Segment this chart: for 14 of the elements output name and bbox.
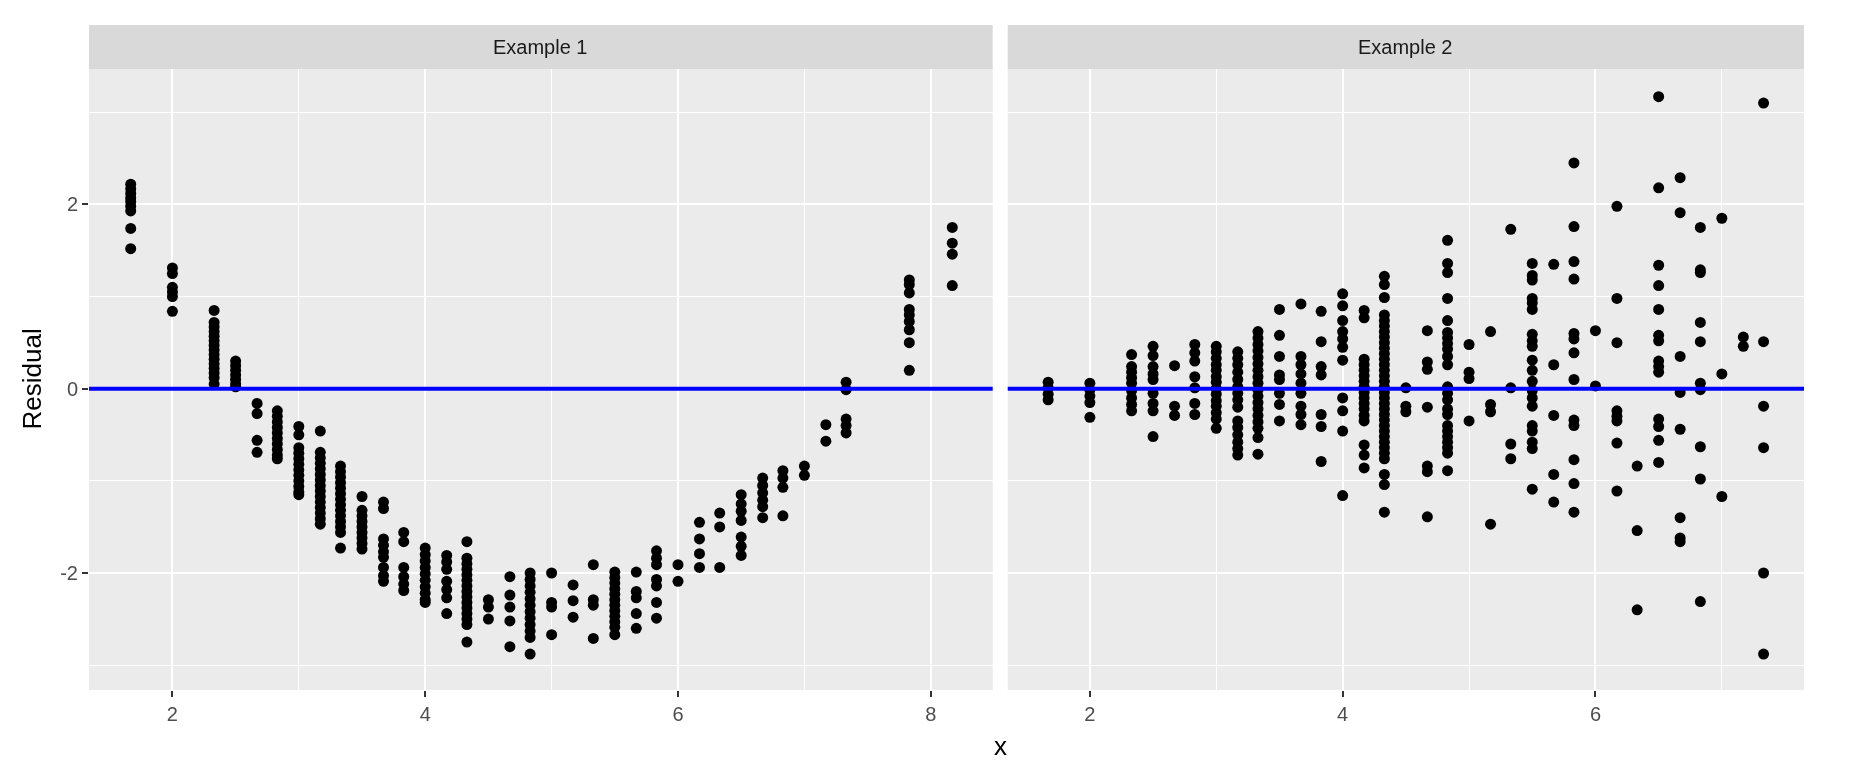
x-axis-title: x (994, 731, 1007, 761)
y-axis-title: Residual (16, 328, 47, 430)
y-tick-label: -2 (60, 561, 78, 584)
x-tick-label: 6 (1589, 703, 1602, 725)
chart-title: Example 1 (493, 36, 588, 58)
y-tick-label: 0 (66, 377, 78, 400)
y-tick-label: 2 (66, 193, 78, 216)
x-tick-label: 4 (1337, 703, 1349, 725)
x-tick-label: 6 (672, 703, 684, 725)
x-tick-label: 2 (1084, 703, 1096, 725)
chart-title: Example 2 (1358, 36, 1453, 58)
x-tick-label: 2 (166, 703, 178, 725)
x-tick-label: 8 (925, 703, 937, 725)
x-tick-label: 4 (419, 703, 431, 725)
